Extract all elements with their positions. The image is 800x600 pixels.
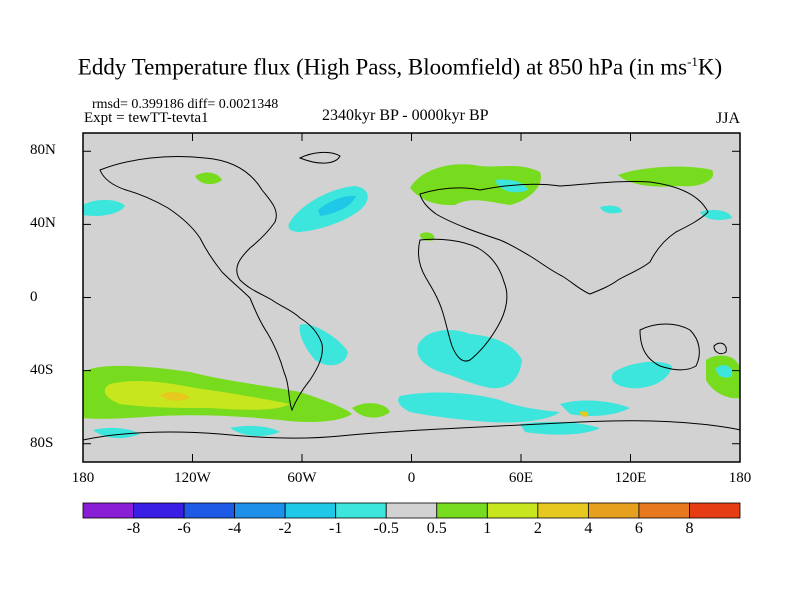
y-tick-label: 80S: [30, 434, 54, 451]
anomaly-southern-pacific-max: [160, 392, 190, 401]
anomaly-antarctic-west: [93, 427, 140, 439]
period-label: 2340kyr BP - 0000kyr BP: [322, 107, 489, 124]
y-tick-label: 40S: [30, 361, 54, 378]
anomaly-southern-atlantic: [398, 392, 560, 423]
anomaly-fields: [83, 164, 740, 439]
anomaly-small-yellow: [580, 411, 589, 417]
coast-eurasia: [419, 180, 709, 295]
coast-greenland: [298, 151, 341, 164]
colorbar-swatch: [82, 502, 134, 519]
colorbar-swatch: [537, 502, 589, 519]
colorbar-swatch: [486, 502, 539, 519]
season-label: JJA: [716, 110, 741, 127]
colorbar-swatch: [284, 502, 337, 519]
anomaly-arctic-cyan: [495, 179, 528, 193]
anomaly-north-pacific: [83, 199, 125, 216]
coast-americas: [99, 156, 323, 412]
colorbar-label: -4: [227, 520, 242, 537]
y-tick-label: 80N: [30, 142, 56, 159]
colorbar-swatch: [587, 502, 640, 519]
x-tick-label: 180: [71, 470, 95, 486]
colorbar-label: -1: [329, 520, 343, 537]
anomaly-ross-sea: [230, 425, 280, 437]
coastlines: [82, 151, 741, 441]
colorbar-label: -6: [177, 520, 191, 537]
colorbar-label: -2: [278, 520, 292, 537]
colorbar-swatch: [133, 502, 185, 519]
anomaly-iberia: [420, 232, 435, 241]
x-tick-label: 60E: [508, 470, 534, 486]
colorbar-label: 4: [584, 520, 593, 537]
anomaly-north-atlantic-core: [318, 195, 356, 216]
stats-label: rmsd= 0.399186 diff= 0.0021348: [92, 97, 279, 112]
x-tick-label: 120W: [174, 470, 211, 486]
anomaly-new-zealand-core: [716, 365, 733, 378]
y-ticks: [83, 150, 740, 445]
anomaly-southern-pacific-core: [104, 381, 290, 410]
colorbar-swatch: [436, 502, 488, 519]
anomaly-brazil: [299, 324, 348, 366]
x-tick-label: 0: [407, 470, 416, 486]
coast-africa: [417, 238, 508, 362]
colorbar-swatch: [385, 502, 438, 519]
colorbar-label: -0.5: [373, 520, 399, 537]
x-tick-label: 60W: [287, 470, 317, 486]
colorbar-swatch: [689, 502, 741, 519]
x-ticks: [82, 133, 741, 462]
chart-title: Eddy Temperature flux (High Pass, Bloomf…: [77, 54, 723, 80]
colorbar-swatch: [638, 502, 690, 519]
anomaly-indian-ocean: [611, 361, 672, 389]
x-tick-label: 180: [728, 470, 752, 486]
colorbar-label: 0.5: [426, 520, 447, 537]
experiment-label: Expt = tewTT-tevta1: [84, 110, 209, 126]
y-tick-label: 0: [30, 288, 38, 305]
anomaly-antarctic-coast: [520, 421, 600, 435]
x-tick-label: 120E: [614, 470, 647, 486]
coast-antarctica: [82, 420, 741, 441]
colorbar-label: 1: [483, 520, 492, 537]
anomaly-asia-cyan: [600, 205, 622, 214]
colorbar-swatch: [183, 502, 236, 519]
coast-new-zealand: [713, 342, 727, 355]
colorbar-label: 8: [685, 520, 694, 537]
colorbar: [82, 502, 741, 519]
colorbar-label: -8: [126, 520, 141, 537]
colorbar-swatch: [234, 502, 286, 519]
anomaly-southern-indian: [560, 400, 630, 416]
anomaly-canada-green: [195, 172, 222, 185]
colorbar-swatch: [335, 502, 387, 519]
anomaly-scandinavia: [410, 164, 541, 206]
colorbar-label: 2: [533, 520, 542, 537]
anomaly-drake-green: [352, 403, 390, 418]
y-tick-label: 40N: [30, 215, 56, 232]
coast-australia: [639, 323, 700, 371]
anomaly-south-africa: [417, 329, 522, 389]
colorbar-label: 6: [634, 520, 643, 537]
